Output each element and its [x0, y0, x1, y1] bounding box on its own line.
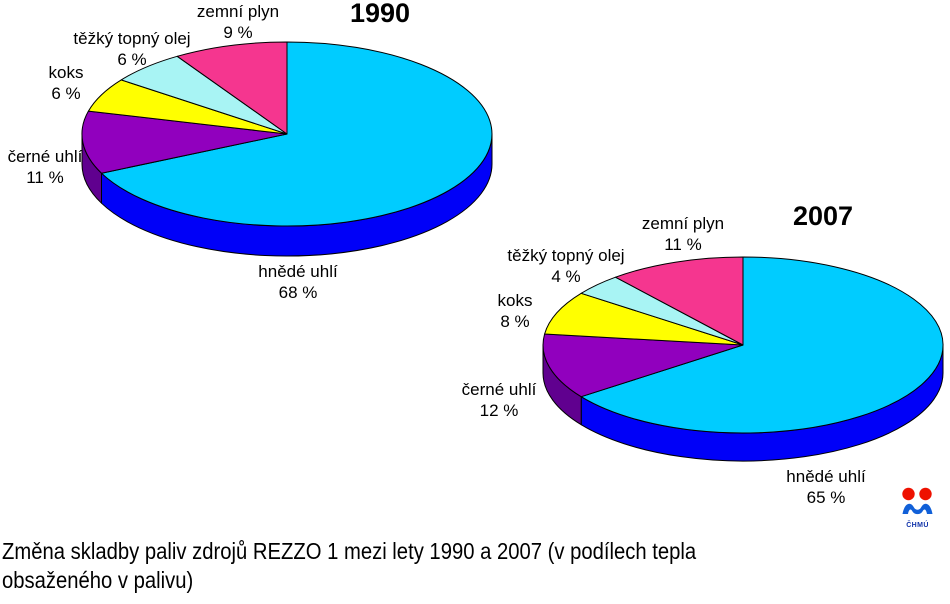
- caption: Změna skladby paliv zdrojů REZZO 1 mezi …: [2, 537, 696, 595]
- label-cerne-uhli-2007: černé uhlí 12 %: [462, 379, 537, 421]
- label-hnede-uhli-2007: hnědé uhlí 65 %: [786, 466, 865, 508]
- slice-pct: 4 %: [551, 267, 581, 286]
- chmu-logo-mark: [902, 487, 933, 515]
- label-tezky-topny-olej-2007: těžký topný olej 4 %: [507, 245, 624, 287]
- slice-pct: 65 %: [806, 488, 846, 507]
- label-koks-2007: koks 8 %: [498, 290, 533, 332]
- chmu-logo: ČHMÚ: [900, 487, 935, 530]
- chart-title-2007: 2007: [792, 201, 854, 231]
- slice-name: těžký topný olej: [507, 246, 625, 265]
- pie-1990-slice-0: [101, 41, 493, 227]
- slice-name: černé uhlí: [7, 147, 83, 166]
- slice-name: koks: [497, 291, 533, 310]
- pie-2007-slice-2: [544, 292, 744, 346]
- slice-pct: 68 %: [278, 283, 318, 302]
- slice-name: zemní plyn: [641, 214, 725, 233]
- label-hnede-uhli-1990: hnědé uhlí 68 %: [258, 261, 337, 303]
- pie-2007-slice-0: [580, 256, 944, 434]
- pie-2007-slice-4: [615, 256, 744, 346]
- slice-name: hnědé uhlí: [258, 262, 338, 281]
- label-cerne-uhli-1990: černé uhlí 11 %: [8, 146, 83, 188]
- logo-dot-left-icon: [902, 487, 915, 501]
- caption-line-1: Změna skladby paliv zdrojů REZZO 1 mezi …: [2, 538, 697, 564]
- slice-pct: 8 %: [500, 312, 530, 331]
- label-koks-1990: koks 6 %: [49, 62, 84, 104]
- label-tezky-topny-olej-1990: těžký topný olej 6 %: [73, 28, 190, 70]
- slice-name: černé uhlí: [461, 380, 537, 399]
- slice-pct: 11 %: [26, 168, 64, 187]
- slice-pct: 12 %: [479, 401, 519, 420]
- slice-name: koks: [48, 63, 84, 82]
- slice-pct: 6 %: [117, 50, 147, 69]
- chart-title-1990: 1990: [349, 0, 411, 28]
- label-zemni-plyn-1990: zemní plyn 9 %: [197, 1, 279, 43]
- slice-pct: 6 %: [51, 84, 81, 103]
- caption-line-2: obsaženého v palivu): [2, 567, 194, 593]
- slice-pct: 11 %: [664, 235, 702, 254]
- pie-1990-slice-4: [176, 41, 288, 135]
- logo-dot-right-icon: [919, 487, 932, 501]
- pie-2007-slice-1: [542, 333, 744, 398]
- label-zemni-plyn-2007: zemní plyn 11 %: [642, 213, 724, 255]
- slice-name: těžký topný olej: [73, 29, 191, 48]
- slice-name: hnědé uhlí: [786, 467, 866, 486]
- pie-1990-slice-1: [81, 110, 288, 174]
- logo-wave-icon: [902, 503, 933, 515]
- chmu-logo-text: ČHMÚ: [906, 522, 929, 529]
- slice-name: zemní plyn: [196, 2, 280, 21]
- slice-pct: 9 %: [223, 23, 253, 42]
